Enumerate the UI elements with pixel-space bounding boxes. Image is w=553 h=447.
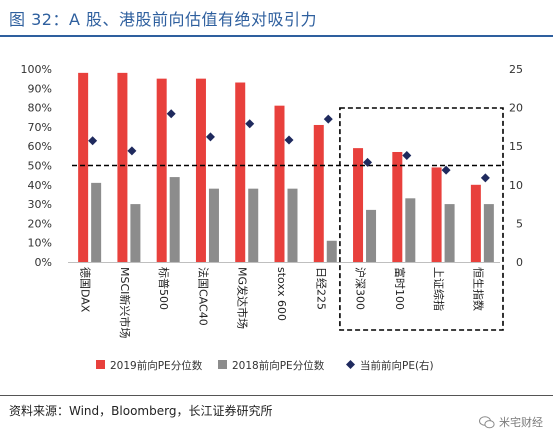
source-note: 资料来源：Wind，Bloomberg，长江证券研究所 <box>9 404 273 418</box>
y-left-tick-label: 20% <box>28 217 52 230</box>
y-left-tick-label: 50% <box>28 160 52 173</box>
bar-pe2019 <box>431 167 442 262</box>
point-current-pe <box>441 165 451 175</box>
legend-label: 2019前向PE分位数 <box>110 359 203 372</box>
bar-pe2019 <box>274 105 285 262</box>
point-current-pe <box>402 150 412 160</box>
bar-pe2018 <box>483 204 494 262</box>
figure-title: 图 32：A 股、港股前向估值有绝对吸引力 <box>9 10 317 29</box>
bar-pe2018 <box>91 182 102 262</box>
x-tick-label: MG发达市场 <box>236 267 250 329</box>
y-right-tick-label: 15 <box>509 140 523 153</box>
point-current-pe <box>363 157 373 167</box>
bar-pe2018 <box>287 188 298 262</box>
bar-pe2018 <box>405 198 416 262</box>
y-left-tick-label: 60% <box>28 140 52 153</box>
point-current-pe <box>323 114 333 124</box>
x-tick-label: 恒生指数 <box>471 267 485 311</box>
bar-pe2018 <box>366 209 377 262</box>
y-right-tick-label: 20 <box>509 102 523 115</box>
legend-label: 2018前向PE分位数 <box>232 359 325 372</box>
x-tick-label: 沪深300 <box>354 267 368 310</box>
x-tick-label: 上证综指 <box>432 267 446 311</box>
watermark: 米宅财经 <box>479 414 543 430</box>
y-right-tick-label: 25 <box>509 63 523 76</box>
x-tick-label: MSCI新兴市场 <box>118 267 132 338</box>
source-rule <box>0 395 553 396</box>
point-current-pe <box>166 109 176 119</box>
wechat-icon <box>479 415 495 428</box>
y-right-tick-label: 0 <box>516 256 523 269</box>
chart: 0% 10% 20% 30% 40% 50% 60% 70% 80% 90% 100% 0 5 10 15 2… <box>21 63 523 372</box>
bar-pe2018 <box>130 204 141 262</box>
y-left-tick-label: 70% <box>28 121 52 134</box>
bar-pe2018 <box>169 177 180 262</box>
bar-pe2018 <box>326 240 337 262</box>
y-left-tick-label: 30% <box>28 198 52 211</box>
y-right-tick-label: 10 <box>509 179 523 192</box>
y-left-tick-label: 90% <box>28 82 52 95</box>
y-left-tick-label: 10% <box>28 237 52 250</box>
bar-pe2019 <box>470 184 481 262</box>
x-tick-label: 日经225 <box>314 267 327 310</box>
x-tick-label: 标普500 <box>157 267 171 310</box>
bar-pe2018 <box>444 204 455 262</box>
bar-pe2018 <box>248 188 259 262</box>
point-current-pe <box>127 146 137 156</box>
legend-swatch <box>96 360 105 369</box>
point-current-pe <box>480 173 490 183</box>
x-tick-label: stoxx 600 <box>275 267 288 321</box>
legend-label: 当前前向PE(右) <box>360 359 434 372</box>
bar-pe2019 <box>117 72 128 262</box>
bar-pe2019 <box>392 151 403 262</box>
legend-swatch <box>218 360 227 369</box>
point-current-pe <box>205 132 215 142</box>
y-left-tick-label: 100% <box>21 63 52 76</box>
watermark-text: 米宅财经 <box>499 416 543 429</box>
x-tick-label: 富时100 <box>393 267 407 310</box>
bar-pe2019 <box>195 78 206 263</box>
point-current-pe <box>284 135 294 145</box>
x-tick-label: 法国CAC40 <box>196 267 210 326</box>
highlight-box <box>339 107 504 331</box>
bar-pe2019 <box>78 72 89 262</box>
point-current-pe <box>245 119 255 129</box>
y-right-tick-label: 5 <box>516 217 523 230</box>
bar-pe2019 <box>235 82 246 262</box>
y-left-tick-label: 40% <box>28 179 52 192</box>
point-current-pe <box>88 136 98 146</box>
legend-swatch <box>346 360 355 369</box>
bar-pe2018 <box>208 188 219 262</box>
bar-pe2019 <box>313 124 324 262</box>
bar-pe2019 <box>353 148 364 262</box>
y-left-tick-label: 80% <box>28 102 52 115</box>
bar-pe2019 <box>156 78 167 263</box>
y-left-tick-label: 0% <box>35 256 52 269</box>
x-tick-label: 德国DAX <box>79 267 93 313</box>
title-rule <box>0 35 553 37</box>
